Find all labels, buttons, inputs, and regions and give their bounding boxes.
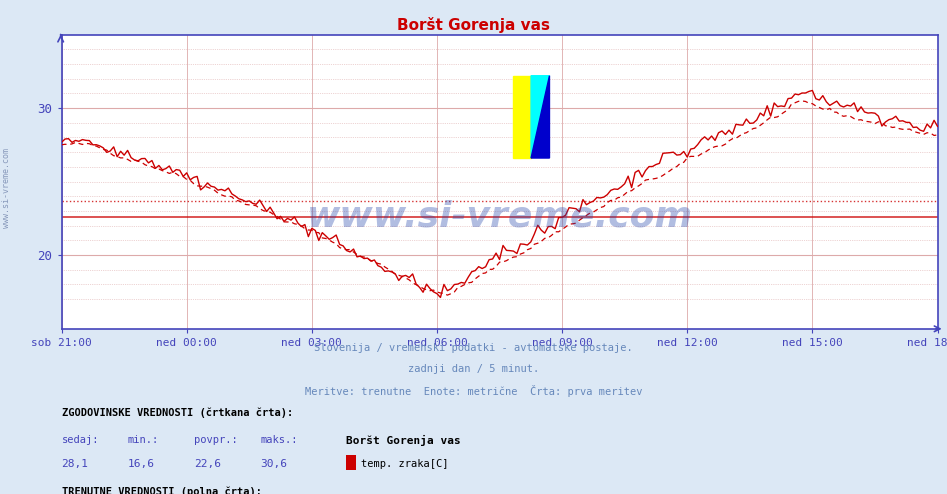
- Text: 28,1: 28,1: [62, 459, 89, 469]
- Text: 16,6: 16,6: [128, 459, 155, 469]
- Text: 30,6: 30,6: [260, 459, 288, 469]
- Text: povpr.:: povpr.:: [194, 435, 238, 445]
- Text: maks.:: maks.:: [260, 435, 298, 445]
- Text: temp. zraka[C]: temp. zraka[C]: [361, 459, 448, 469]
- Bar: [512, 76, 531, 158]
- Text: zadnji dan / 5 minut.: zadnji dan / 5 minut.: [408, 364, 539, 374]
- Text: Boršt Gorenja vas: Boršt Gorenja vas: [397, 17, 550, 33]
- Text: ZGODOVINSKE VREDNOSTI (črtkana črta):: ZGODOVINSKE VREDNOSTI (črtkana črta):: [62, 408, 293, 418]
- Text: Boršt Gorenja vas: Boršt Gorenja vas: [346, 435, 460, 446]
- Polygon shape: [531, 76, 549, 158]
- Text: sedaj:: sedaj:: [62, 435, 99, 445]
- Polygon shape: [531, 76, 549, 158]
- Text: Slovenija / vremenski podatki - avtomatske postaje.: Slovenija / vremenski podatki - avtomats…: [314, 343, 633, 353]
- Text: 22,6: 22,6: [194, 459, 222, 469]
- Text: TRENUTNE VREDNOSTI (polna črta):: TRENUTNE VREDNOSTI (polna črta):: [62, 487, 261, 494]
- Text: www.si-vreme.com: www.si-vreme.com: [2, 148, 11, 228]
- Text: www.si-vreme.com: www.si-vreme.com: [307, 200, 692, 234]
- Text: min.:: min.:: [128, 435, 159, 445]
- Text: Meritve: trenutne  Enote: metrične  Črta: prva meritev: Meritve: trenutne Enote: metrične Črta: …: [305, 385, 642, 397]
